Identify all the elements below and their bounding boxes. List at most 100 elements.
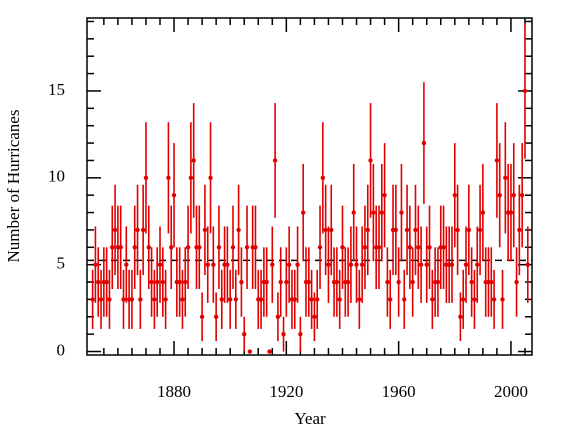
data-point — [337, 297, 342, 302]
data-point — [424, 262, 429, 267]
data-point — [404, 227, 410, 233]
data-point — [281, 331, 286, 337]
data-point — [368, 158, 373, 163]
data-point — [183, 279, 188, 285]
data-point — [160, 279, 166, 285]
data-point — [320, 175, 326, 181]
data-point — [236, 227, 241, 233]
data-point — [244, 245, 250, 250]
data-point — [326, 262, 331, 267]
data-point — [205, 262, 210, 267]
data-point — [247, 349, 253, 354]
data-point — [129, 297, 135, 302]
data-point — [508, 210, 514, 215]
data-point — [208, 175, 213, 181]
data-point — [166, 175, 171, 181]
data-point — [138, 297, 143, 302]
data-point — [519, 192, 525, 198]
data-point — [264, 279, 269, 285]
data-point — [385, 279, 390, 285]
data-point — [225, 262, 230, 267]
data-point — [199, 314, 205, 319]
data-point — [197, 245, 202, 250]
data-point — [124, 262, 129, 267]
data-point — [416, 245, 421, 250]
data-point — [177, 279, 182, 285]
data-point — [258, 297, 264, 302]
x-tick-label: 1920 — [269, 382, 303, 401]
data-point — [371, 210, 376, 215]
data-point — [522, 88, 528, 94]
data-point — [494, 158, 500, 163]
data-point — [132, 245, 137, 250]
data-point — [359, 262, 365, 267]
y-tick-label: 10 — [48, 167, 65, 186]
data-point — [239, 279, 244, 285]
data-point — [365, 227, 370, 233]
data-point — [334, 279, 340, 285]
data-point — [96, 279, 101, 285]
data-point — [202, 227, 208, 233]
data-point — [472, 297, 477, 302]
data-point — [230, 245, 236, 250]
data-point — [402, 297, 407, 302]
data-point — [112, 227, 118, 233]
data-point — [514, 279, 519, 285]
data-point — [211, 262, 216, 267]
data-point — [227, 297, 233, 302]
data-point — [500, 297, 505, 302]
data-point — [410, 279, 415, 285]
x-tick-label: 1960 — [382, 382, 416, 401]
data-point — [354, 262, 359, 267]
data-point — [298, 331, 303, 337]
data-point — [477, 227, 483, 233]
data-point — [286, 262, 292, 267]
data-point — [213, 314, 219, 319]
data-point — [345, 279, 351, 285]
data-point — [455, 227, 460, 233]
data-point — [270, 262, 275, 267]
data-point — [413, 227, 418, 233]
data-point — [93, 262, 98, 267]
data-point — [351, 210, 356, 215]
data-point — [154, 279, 160, 285]
data-point — [489, 279, 494, 285]
data-point — [362, 245, 368, 250]
data-point — [110, 245, 115, 250]
data-point — [169, 245, 174, 250]
data-point — [300, 210, 306, 215]
data-point — [121, 297, 126, 302]
data-point — [216, 245, 222, 250]
data-point — [461, 297, 466, 302]
data-point — [323, 227, 328, 233]
x-axis-label: Year — [294, 409, 326, 428]
data-point — [267, 349, 272, 354]
data-point — [295, 262, 300, 267]
data-point — [407, 245, 413, 250]
data-point — [340, 245, 345, 250]
data-point — [329, 227, 334, 233]
data-point — [376, 245, 382, 250]
data-point — [480, 210, 486, 215]
data-point — [143, 175, 149, 181]
data-point — [475, 262, 480, 267]
data-point — [118, 245, 123, 250]
y-axis-label: Number of Hurricanes — [4, 110, 23, 263]
data-point — [219, 297, 224, 302]
data-point — [188, 175, 194, 181]
data-point — [458, 314, 463, 319]
data-point — [191, 158, 196, 163]
data-point — [427, 245, 432, 250]
data-point — [292, 297, 297, 302]
data-point — [149, 279, 154, 285]
data-point — [315, 297, 320, 302]
x-tick-label: 2000 — [494, 382, 528, 401]
data-point — [107, 297, 112, 302]
data-point — [379, 210, 384, 215]
data-point — [98, 297, 104, 302]
data-point — [491, 297, 497, 302]
data-point — [180, 297, 185, 302]
data-point — [272, 158, 278, 163]
data-point — [452, 192, 457, 198]
